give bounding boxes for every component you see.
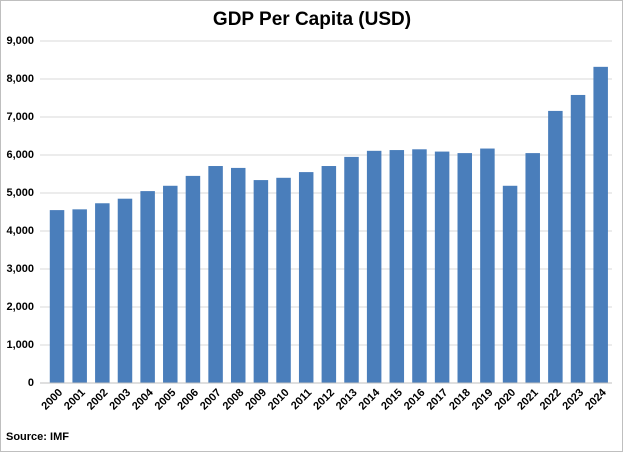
y-tick-label: 1,000: [6, 339, 34, 351]
source-note: Source: IMF: [6, 431, 69, 443]
bar: [570, 94, 586, 384]
bar: [49, 210, 65, 383]
bar: [457, 153, 473, 383]
bar: [208, 166, 223, 383]
bar: [366, 150, 382, 383]
bar: [276, 177, 291, 383]
bar: [321, 166, 337, 383]
bar: [389, 150, 405, 383]
bar: [412, 149, 427, 383]
bar: [95, 203, 110, 383]
bar: [253, 180, 269, 383]
y-tick-label: 6,000: [6, 149, 34, 161]
bar: [502, 185, 518, 383]
y-tick-label: 5,000: [6, 187, 34, 199]
bar: [140, 191, 155, 383]
bar: [548, 110, 563, 384]
bar: [298, 172, 314, 383]
y-tick-label: 3,000: [6, 263, 34, 275]
bar: [230, 167, 246, 383]
bar: [163, 185, 178, 383]
chart-title: GDP Per Capita (USD): [213, 9, 411, 30]
bar: [117, 198, 133, 383]
y-tick-label: 7,000: [6, 111, 34, 123]
bar: [593, 66, 608, 383]
y-tick-label: 2,000: [6, 301, 34, 313]
bar: [72, 209, 87, 383]
y-tick-label: 4,000: [6, 225, 34, 237]
bar: [434, 151, 450, 383]
y-tick-label: 8,000: [6, 73, 34, 85]
y-tick-label: 0: [28, 377, 34, 389]
y-tick-label: 9,000: [6, 35, 34, 47]
bar: [185, 175, 201, 383]
bar: [525, 153, 540, 383]
bar: [480, 148, 495, 383]
bar: [344, 156, 359, 383]
